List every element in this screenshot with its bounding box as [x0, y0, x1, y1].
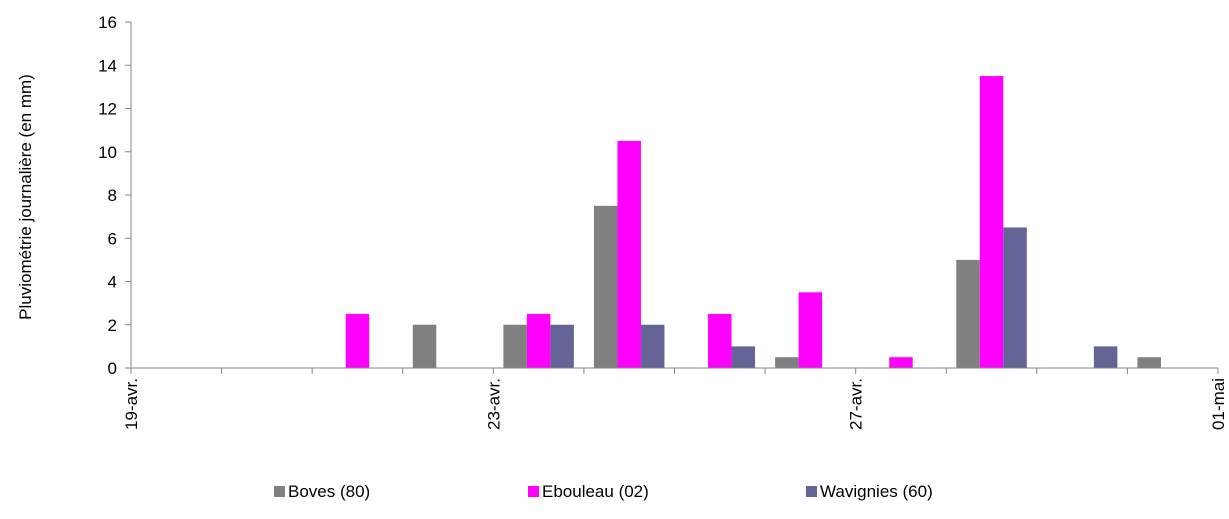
legend-swatch — [806, 486, 817, 497]
bar-boves-80-4 — [503, 324, 527, 368]
bar-ebouleau-02-5 — [617, 140, 641, 368]
bar-wavignies-60-10 — [1093, 346, 1118, 368]
bar-boves-80-5 — [593, 205, 618, 368]
y-axis-title: Pluviométrie journalière (en mm) — [16, 74, 35, 320]
legend-label: Wavignies (60) — [820, 482, 933, 501]
bars-layer — [345, 76, 1161, 368]
axes-layer — [130, 22, 1218, 369]
y-tick-label: 6 — [108, 229, 117, 248]
legend-item: Boves (80) — [274, 482, 370, 501]
x-ticks-layer: 19-avr. 23-avr. 27-avr. 01-mai — [122, 368, 1228, 430]
bar-boves-80-7 — [775, 357, 799, 368]
bar-ebouleau-02-4 — [526, 313, 551, 368]
x-tick-label: 01-mai — [1209, 378, 1228, 430]
legend-label: Ebouleau (02) — [542, 482, 649, 501]
bar-boves-80-3 — [412, 324, 437, 368]
y-tick-label: 0 — [108, 359, 117, 378]
legend: Boves (80) Ebouleau (02) Wavignies (60) — [274, 482, 933, 501]
y-tick-label: 12 — [98, 100, 117, 119]
x-tick-label: 23-avr. — [484, 378, 503, 430]
bar-boves-80-11 — [1137, 357, 1161, 368]
y-tick-label: 4 — [108, 273, 117, 292]
y-ticks-layer: 0 2 4 6 8 10 12 14 16 — [98, 13, 131, 378]
bar-wavignies-60-6 — [731, 346, 756, 368]
bar-ebouleau-02-8 — [889, 357, 913, 368]
bar-wavignies-60-9 — [1003, 227, 1027, 368]
legend-item: Ebouleau (02) — [528, 482, 649, 501]
legend-label: Boves (80) — [288, 482, 370, 501]
legend-swatch — [528, 486, 539, 497]
legend-swatch — [274, 486, 285, 497]
x-tick-label: 27-avr. — [847, 378, 866, 430]
y-tick-label: 14 — [98, 56, 117, 75]
y-tick-label: 8 — [108, 186, 117, 205]
y-tick-label: 16 — [98, 13, 117, 32]
bar-boves-80-9 — [956, 259, 980, 368]
bar-ebouleau-02-2 — [345, 313, 370, 368]
y-tick-label: 10 — [98, 143, 117, 162]
bar-ebouleau-02-9 — [979, 76, 1004, 368]
legend-item: Wavignies (60) — [806, 482, 933, 501]
bar-ebouleau-02-7 — [798, 292, 823, 368]
bar-wavignies-60-4 — [550, 324, 574, 368]
bar-wavignies-60-5 — [640, 324, 665, 368]
x-tick-label: 19-avr. — [122, 378, 141, 430]
bar-ebouleau-02-6 — [708, 313, 732, 368]
y-tick-label: 2 — [108, 316, 117, 335]
